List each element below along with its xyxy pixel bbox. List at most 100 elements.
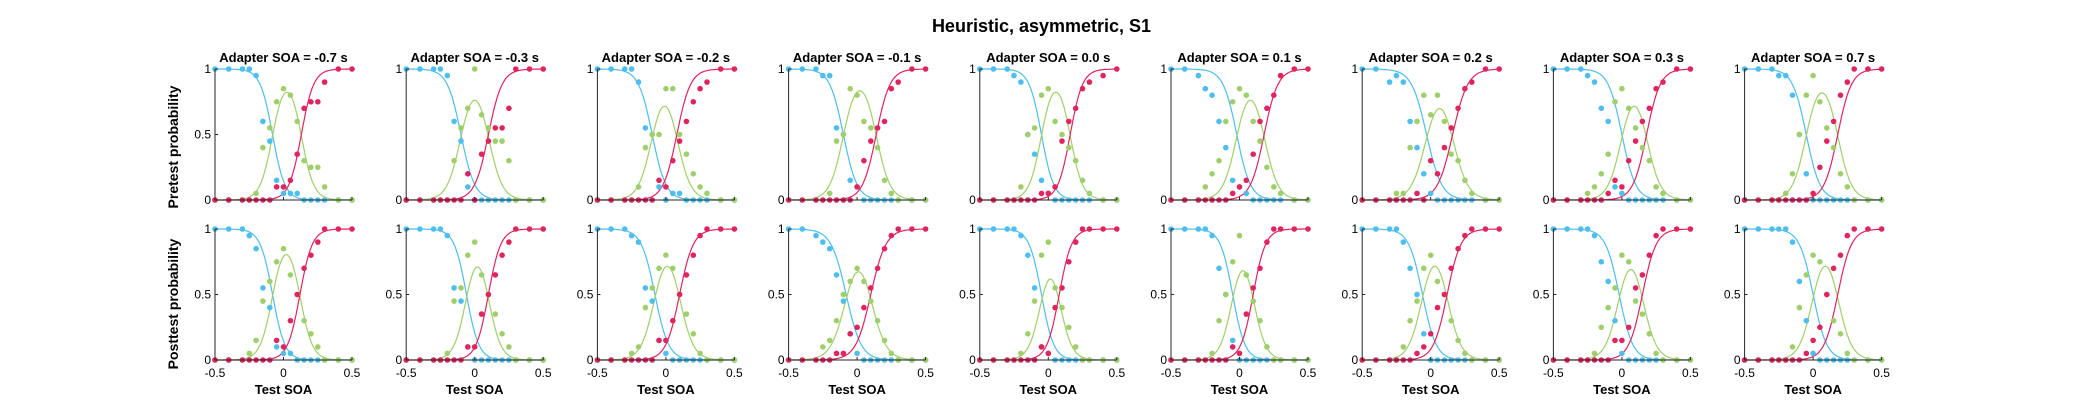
data-point-a	[1181, 66, 1188, 72]
fit-curve-c	[1362, 228, 1500, 361]
data-point-b	[1591, 184, 1598, 190]
data-point-a	[1209, 92, 1215, 98]
data-point-a	[1619, 190, 1625, 197]
data-point-a	[451, 285, 457, 291]
data-point-b	[861, 278, 867, 285]
x-tick-label: 0	[1619, 366, 1626, 380]
panel-pretest-1: Adapter SOA = -0.3 s 0 1	[396, 50, 546, 207]
data-point-a	[444, 72, 451, 79]
y-tick-label: 0	[396, 193, 403, 207]
data-point-c	[909, 226, 915, 232]
data-point-c	[663, 184, 669, 190]
data-point-b	[1462, 177, 1468, 184]
data-point-c	[540, 66, 546, 72]
data-point-b	[1639, 311, 1646, 317]
data-point-c	[1072, 105, 1079, 112]
x-tick-label: 0.5	[917, 366, 934, 380]
data-point-c	[840, 350, 847, 357]
data-point-b	[458, 285, 464, 291]
data-point-b	[868, 298, 874, 304]
data-point-a	[437, 226, 444, 232]
data-point-b	[506, 157, 512, 164]
data-point-c	[471, 344, 478, 350]
data-point-b	[1025, 331, 1031, 337]
data-point-c	[1653, 85, 1659, 92]
x-axis-label: Test SOA	[637, 382, 695, 397]
data-point-b	[1598, 324, 1605, 331]
data-point-c	[1496, 66, 1502, 72]
x-tick-label: 0	[1427, 366, 1434, 380]
data-point-c	[868, 285, 874, 291]
y-tick-label: 0	[204, 353, 211, 367]
x-tick-label: -0.5	[778, 366, 799, 380]
data-point-a	[1400, 79, 1407, 85]
data-point-b	[670, 85, 676, 92]
data-point-b	[1803, 272, 1810, 278]
data-point-c	[922, 226, 929, 232]
data-point-c	[485, 291, 492, 298]
y-tick-label: 1	[1352, 62, 1359, 76]
data-point-c	[1277, 72, 1284, 79]
data-point-c	[301, 105, 307, 112]
data-point-b	[451, 298, 457, 304]
data-point-a	[1810, 350, 1816, 357]
data-point-c	[1639, 272, 1646, 278]
data-point-c	[280, 184, 287, 190]
y-tick-label: 1	[1160, 222, 1167, 236]
data-point-a	[649, 298, 655, 304]
data-point-b	[315, 344, 321, 350]
panel-pretest-4: Adapter SOA = 0.0 s 0 1	[969, 50, 1120, 207]
fit-curve-c	[979, 228, 1117, 361]
fit-curve-b	[1553, 268, 1691, 361]
data-point-c	[1059, 138, 1065, 144]
y-tick-label: 0	[1734, 353, 1741, 367]
data-point-a	[1209, 232, 1215, 239]
data-point-a	[1776, 226, 1782, 232]
data-point-c	[308, 99, 314, 105]
data-point-b	[704, 190, 710, 197]
data-point-b	[246, 350, 253, 357]
data-point-b	[1782, 190, 1789, 197]
data-point-a	[990, 226, 997, 232]
data-point-c	[499, 252, 505, 258]
data-point-c	[731, 66, 738, 72]
data-point-b	[649, 285, 655, 291]
data-point-c	[847, 331, 853, 337]
data-point-c	[1086, 226, 1093, 232]
data-point-c	[1844, 79, 1851, 85]
data-point-b	[1045, 239, 1052, 245]
data-point-b	[1789, 171, 1796, 177]
data-point-c	[697, 232, 703, 239]
data-point-c	[854, 324, 860, 331]
fit-curve-b	[597, 265, 735, 361]
data-point-a	[1605, 278, 1611, 285]
y-tick-label: 0	[204, 193, 211, 207]
data-point-c	[1639, 118, 1646, 125]
data-point-b	[1250, 298, 1256, 304]
data-point-b	[1441, 118, 1448, 125]
data-point-b	[1086, 190, 1093, 197]
data-point-b	[1625, 259, 1632, 265]
data-point-c	[670, 317, 676, 324]
data-point-b	[1434, 278, 1441, 285]
data-point-b	[1216, 157, 1222, 164]
data-point-c	[1086, 79, 1093, 85]
data-point-c	[492, 272, 499, 278]
data-point-a	[1243, 190, 1250, 197]
data-point-a	[458, 298, 464, 304]
x-axis-label: Test SOA	[1784, 382, 1842, 397]
data-point-b	[635, 184, 642, 190]
data-point-c	[321, 79, 328, 85]
data-point-b	[642, 304, 649, 311]
data-point-b	[478, 112, 485, 118]
data-point-a	[1386, 226, 1393, 232]
data-point-a	[273, 177, 280, 184]
panel-pretest-6: Adapter SOA = 0.2 s 0 1	[1352, 50, 1502, 207]
data-point-a	[1018, 79, 1024, 85]
data-point-a	[628, 232, 635, 239]
data-point-c	[335, 226, 342, 232]
data-point-b	[1612, 285, 1618, 291]
data-point-b	[1427, 112, 1434, 118]
data-point-c	[1462, 232, 1468, 239]
